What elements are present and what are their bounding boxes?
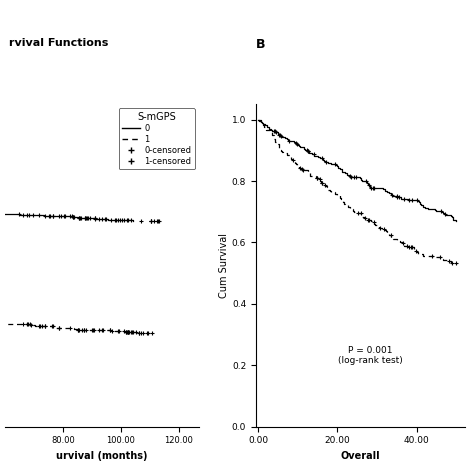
X-axis label: Overall: Overall [340,451,380,461]
X-axis label: urvival (months): urvival (months) [56,451,148,461]
Text: P = 0.001
(log-rank test): P = 0.001 (log-rank test) [338,346,403,365]
Text: B: B [256,38,265,51]
Text: rvival Functions: rvival Functions [9,38,109,48]
Legend: 0, 1, 0-censored, 1-censored: 0, 1, 0-censored, 1-censored [119,109,195,169]
Y-axis label: Cum Survival: Cum Survival [219,233,229,298]
